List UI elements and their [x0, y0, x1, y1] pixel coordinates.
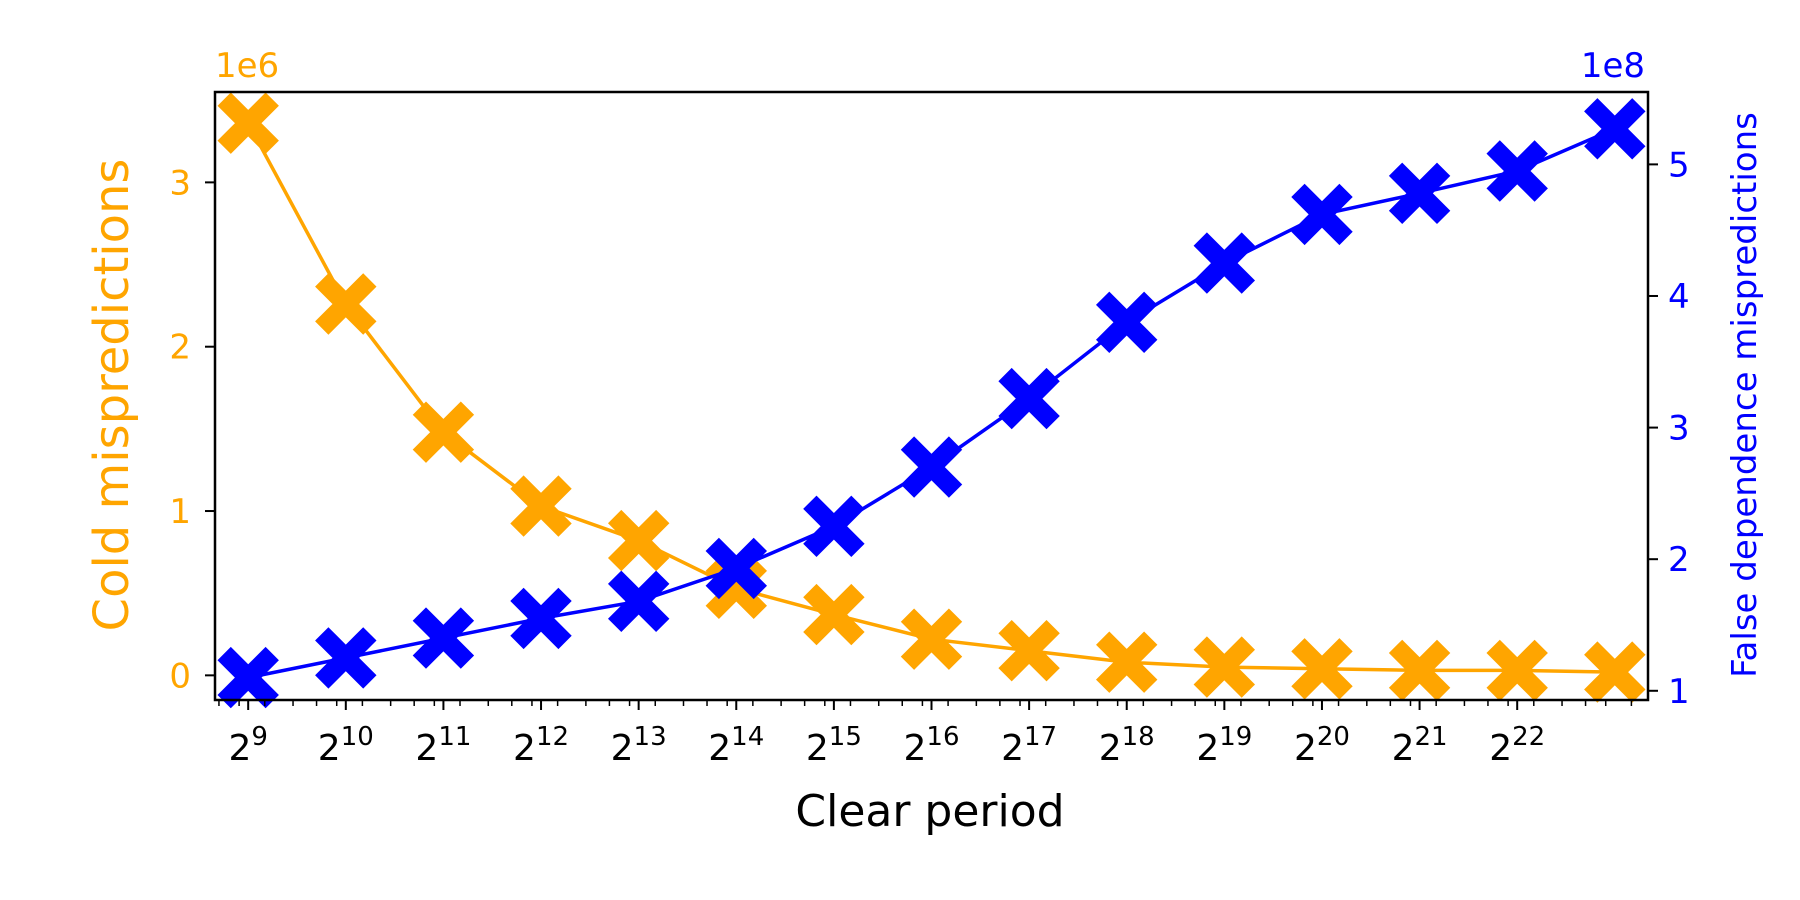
x-tick-label: 213 [611, 722, 667, 769]
data-point-marker [607, 570, 670, 633]
series-false-dependence-mispredictions [217, 98, 1646, 709]
x-tick-label: 212 [513, 722, 569, 769]
x-tick-label: 219 [1196, 722, 1252, 769]
left-axis-offset: 1e6 [215, 46, 279, 86]
right-tick-label: 1 [1668, 672, 1690, 712]
data-point-marker [607, 509, 670, 572]
x-tick-label: 222 [1489, 722, 1545, 769]
data-point-marker [412, 401, 475, 463]
x-tick-label: 211 [415, 722, 471, 769]
data-point-marker [510, 587, 572, 650]
data-point-marker [1291, 183, 1353, 246]
left-tick-label: 0 [169, 656, 191, 696]
x-tick-label: 216 [904, 722, 960, 769]
data-point-marker [1291, 638, 1353, 700]
data-point-marker [1095, 291, 1158, 354]
right-tick-label: 5 [1668, 145, 1690, 185]
data-point-marker [900, 436, 963, 498]
x-axis-label: Clear period [795, 786, 1064, 837]
left-tick-label: 1 [169, 492, 191, 532]
data-point-marker [1193, 636, 1256, 698]
data-point-marker [1486, 639, 1548, 702]
data-point-marker [217, 92, 279, 154]
data-point-marker [217, 646, 279, 709]
data-point-marker [705, 537, 768, 600]
data-point-marker [803, 495, 865, 558]
data-point-marker [1388, 162, 1451, 225]
right-tick-label: 2 [1668, 540, 1690, 580]
x-tick-label: 220 [1294, 722, 1350, 769]
series-cold-mispredictions [217, 92, 1646, 703]
right-axis-offset: 1e8 [1581, 46, 1645, 86]
series-layer [217, 92, 1646, 709]
axes-layer: 0 1 2 3 1 2 3 4 5 29 210 211 212 213 214 215 216 217 218 21… [169, 90, 1690, 769]
x-tick-label: 29 [228, 722, 267, 769]
data-point-marker [998, 367, 1060, 430]
data-point-marker [1388, 639, 1451, 702]
left-tick-label: 3 [169, 163, 191, 203]
data-point-marker [510, 475, 572, 537]
data-point-marker [803, 583, 865, 646]
left-tick-label: 2 [169, 328, 191, 368]
data-point-marker [1584, 98, 1646, 160]
data-point-marker [1193, 232, 1256, 294]
x-tick-label: 210 [318, 722, 374, 769]
data-point-marker [1486, 140, 1548, 202]
data-point-marker [1095, 631, 1158, 693]
x-tick-label: 214 [708, 722, 764, 769]
right-tick-label: 3 [1668, 409, 1690, 449]
right-axis-label: False dependence mispredictions [1725, 112, 1765, 678]
left-axis-label: Cold mispredictions [84, 159, 140, 632]
data-point-marker [998, 619, 1060, 682]
data-point-marker [900, 608, 963, 670]
right-tick-label: 4 [1668, 277, 1690, 317]
x-tick-label: 217 [1001, 722, 1057, 769]
x-tick-label: 221 [1392, 722, 1448, 769]
data-point-marker [315, 627, 377, 689]
data-point-marker [1584, 641, 1646, 703]
data-point-marker [315, 273, 377, 335]
data-point-marker [412, 607, 475, 669]
x-tick-label: 215 [806, 722, 862, 769]
x-tick-label: 218 [1099, 722, 1155, 769]
